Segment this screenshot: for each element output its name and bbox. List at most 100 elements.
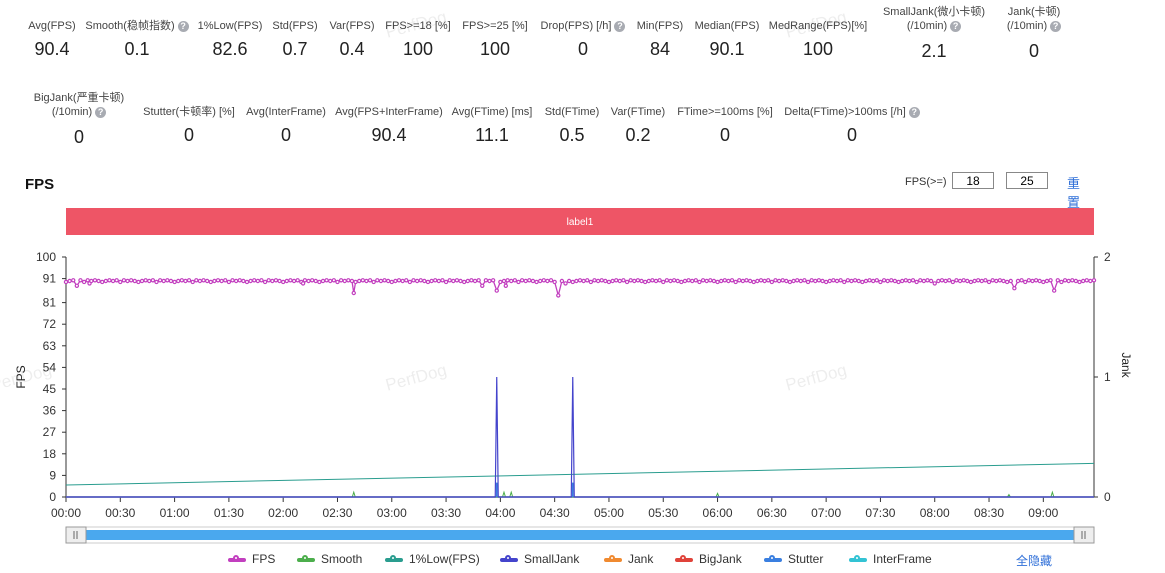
reset-button[interactable]: 重置 (1067, 176, 1081, 210)
fps-point (646, 278, 651, 284)
legend-item-fps[interactable]: FPS (228, 552, 275, 566)
fps-point (1044, 278, 1050, 284)
help-icon[interactable]: ? (177, 20, 189, 32)
fps-point (813, 278, 818, 284)
stat-stats_row2-3: Avg(FPS+InterFrame) 90.4 (309, 105, 469, 146)
fps-point (349, 278, 355, 284)
fps-point (338, 278, 344, 283)
fps-point (385, 278, 391, 284)
legend-label: 1%Low(FPS) (409, 552, 480, 566)
stat-label-text: Stutter(卡顿率) [%] (143, 106, 235, 118)
legend-item-interframe[interactable]: InterFrame (849, 552, 932, 566)
fps-point (248, 278, 253, 284)
fps-point (429, 278, 434, 284)
fps-point (975, 278, 981, 283)
help-icon[interactable]: ? (950, 20, 962, 32)
fps-point (820, 278, 825, 284)
help-icon[interactable]: ? (908, 106, 920, 118)
fps-point (671, 278, 677, 283)
fps-point (81, 279, 87, 285)
stat-value: 0.1 (124, 39, 150, 59)
fps-point (519, 278, 525, 283)
stat-value: 0 (183, 125, 194, 145)
fps-point (503, 283, 508, 288)
fps-point (400, 278, 405, 284)
legend-item-stutter[interactable]: Stutter (764, 552, 823, 566)
fps-point (92, 278, 98, 283)
fps-point (755, 278, 760, 284)
fps-point (165, 278, 170, 283)
y2-tick-label: 1 (1104, 370, 1111, 384)
fps-point (291, 278, 297, 284)
stat-label-unit: (/10min) (51, 106, 93, 118)
stat-label-text: FPS>=18 [%] (385, 20, 451, 32)
fps-point (628, 278, 633, 283)
fps-point (1048, 278, 1053, 283)
fps-point (382, 278, 387, 283)
zoom-handle-right[interactable] (1073, 526, 1095, 544)
legend-item-bigjank[interactable]: BigJank (675, 552, 742, 566)
fps-point (328, 278, 333, 284)
fps-point (346, 278, 351, 283)
stat-stats_row2-2: Avg(InterFrame) 0 (206, 105, 366, 146)
fps-point (632, 278, 637, 284)
fps-point (545, 278, 550, 284)
series-smalljank (66, 376, 1094, 498)
legend-item-1-low-fps-[interactable]: 1%Low(FPS) (385, 552, 480, 566)
fps-point (1019, 278, 1024, 283)
fps-point (1059, 279, 1064, 285)
fps-point (280, 279, 286, 285)
fps-point (118, 279, 123, 285)
fps-point (63, 279, 69, 285)
stat-label: FTime>=100ms [%] (645, 105, 805, 119)
stat-label: MedRange(FPS)[%] (738, 19, 898, 33)
stat-stats_row1-11: SmallJank(微小卡顿) (/10min)? 2.1 (854, 5, 1014, 62)
stat-label-line2: (/10min)? (854, 19, 1014, 33)
legend-item-smalljank[interactable]: SmallJank (500, 552, 579, 566)
stat-stats_row2-1: Stutter(卡顿率) [%] 0 (109, 105, 269, 146)
fps-point (679, 279, 684, 285)
fps-point (773, 278, 778, 283)
fps-point (71, 278, 76, 283)
fps-point (1023, 279, 1028, 285)
fps-point (874, 278, 880, 283)
fps-point (418, 278, 423, 283)
help-icon[interactable]: ? (1050, 20, 1062, 32)
hide-all-button[interactable]: 全隐藏 (1016, 554, 1053, 568)
stat-label-text: Avg(FPS+InterFrame) (335, 106, 443, 118)
stat-stats_row1-1: Smooth(稳帧指数)? 0.1 (57, 19, 217, 60)
fps-point (856, 278, 861, 284)
stat-stats_row2-8: Delta(FTime)>100ms [/h]? 0 (772, 105, 932, 146)
fps-point (454, 278, 460, 283)
legend-dot-icon (769, 554, 775, 561)
stat-stats_row1-7: Drop(FPS) [/h]? 0 (503, 19, 663, 60)
legend-item-smooth[interactable]: Smooth (297, 552, 362, 566)
fps-point (107, 278, 112, 283)
fps-point (208, 279, 213, 285)
fps-point (201, 278, 206, 283)
fps-point (440, 278, 445, 283)
help-icon[interactable]: ? (614, 20, 626, 32)
stat-label: Median(FPS) (647, 19, 807, 33)
fps-point (950, 279, 956, 285)
stat-label-text: MedRange(FPS)[%] (768, 20, 868, 32)
fps-point (422, 278, 427, 284)
zoom-handle-left[interactable] (65, 526, 87, 544)
fps-point (733, 279, 738, 285)
fps-point (505, 278, 510, 283)
fps-threshold-2-input[interactable] (1006, 172, 1048, 189)
fps-point (197, 278, 203, 284)
fps-point (1041, 279, 1046, 285)
stat-label: BigJank(严重卡顿) (0, 91, 159, 105)
fps-point (190, 279, 195, 285)
fps-point (805, 279, 811, 285)
stat-stats_row1-4: Var(FPS) 0.4 (272, 19, 432, 60)
x-tick-label: 02:30 (322, 506, 352, 520)
fps-point (954, 278, 959, 283)
stat-label: Jank(卡顿) (954, 5, 1114, 19)
legend-item-jank[interactable]: Jank (604, 552, 653, 566)
fps-point (121, 278, 127, 283)
fps-point (161, 278, 166, 284)
fps-threshold-1-input[interactable] (952, 172, 994, 189)
help-icon[interactable]: ? (95, 106, 107, 118)
